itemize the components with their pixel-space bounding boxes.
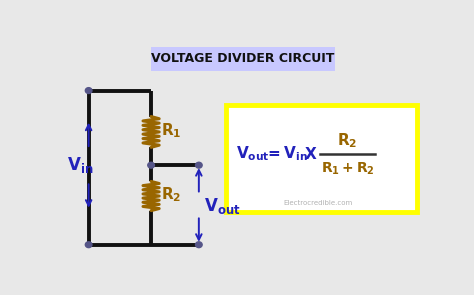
- Text: $\mathbf{V_{out}}$: $\mathbf{V_{out}}$: [236, 145, 269, 163]
- FancyBboxPatch shape: [227, 105, 418, 212]
- Circle shape: [148, 162, 155, 168]
- Text: $\mathbf{= V_{in}}$: $\mathbf{= V_{in}}$: [265, 145, 308, 163]
- Text: $\mathbf{R_2}$: $\mathbf{R_2}$: [161, 185, 182, 204]
- Text: $\mathbf{R_2}$: $\mathbf{R_2}$: [337, 131, 358, 150]
- Text: $\mathbf{V_{in}}$: $\mathbf{V_{in}}$: [66, 155, 93, 175]
- Text: $\mathbf{R_1}$: $\mathbf{R_1}$: [161, 122, 182, 140]
- FancyBboxPatch shape: [151, 47, 335, 71]
- Circle shape: [196, 162, 202, 168]
- Text: VOLTAGE DIVIDER CIRCUIT: VOLTAGE DIVIDER CIRCUIT: [151, 52, 335, 65]
- Text: $\mathbf{V_{out}}$: $\mathbf{V_{out}}$: [204, 196, 241, 216]
- Text: $\mathbf{R_1 + R_2}$: $\mathbf{R_1 + R_2}$: [321, 160, 374, 177]
- Circle shape: [85, 242, 92, 248]
- Circle shape: [85, 88, 92, 94]
- Text: Electrocredible.com: Electrocredible.com: [283, 200, 353, 206]
- Text: $\mathbf{X}$: $\mathbf{X}$: [303, 146, 317, 162]
- Circle shape: [196, 242, 202, 248]
